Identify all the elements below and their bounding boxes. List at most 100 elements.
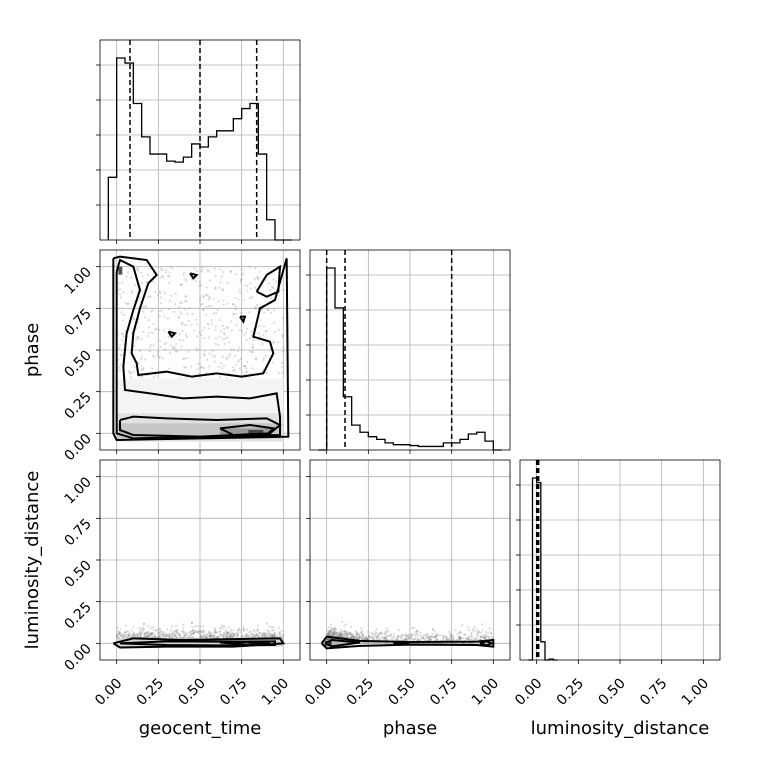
sample-point	[364, 641, 368, 644]
sample-point	[255, 275, 258, 279]
sample-point	[146, 635, 149, 638]
sample-point	[365, 637, 368, 640]
contour-line	[112, 637, 286, 649]
sample-point	[245, 338, 248, 342]
sample-point	[272, 278, 275, 281]
contour-line	[112, 255, 290, 442]
sample-point	[268, 635, 271, 639]
sample-point	[332, 629, 335, 633]
sample-point	[346, 632, 349, 635]
sample-point	[199, 633, 202, 636]
sample-point	[405, 634, 408, 637]
sample-point	[201, 295, 204, 298]
sample-point	[360, 629, 364, 633]
sample-point	[445, 637, 448, 640]
sample-point	[200, 333, 203, 337]
sample-point	[180, 312, 184, 315]
sample-point	[410, 633, 413, 636]
sample-point	[481, 623, 484, 626]
sample-point	[230, 635, 233, 639]
sample-point	[175, 636, 178, 639]
sample-point	[457, 635, 461, 639]
sample-point	[223, 342, 226, 345]
sample-point	[180, 322, 183, 325]
sample-point	[325, 632, 328, 635]
sample-point	[205, 636, 208, 639]
sample-point	[177, 634, 181, 637]
sample-point	[377, 633, 380, 636]
sample-point	[165, 635, 168, 638]
sample-point	[452, 635, 455, 638]
sample-point	[328, 630, 331, 633]
sample-point	[181, 321, 184, 325]
sample-point	[226, 282, 229, 285]
sample-point	[341, 635, 344, 639]
sample-point	[199, 284, 202, 287]
sample-point	[211, 354, 214, 357]
sample-point	[411, 633, 414, 636]
sample-point	[131, 634, 134, 637]
sample-point	[227, 632, 230, 635]
sample-point	[118, 287, 121, 291]
sample-point	[375, 628, 378, 631]
sample-point	[332, 632, 336, 635]
x-axis-label-geocent_time: geocent_time	[139, 718, 262, 739]
sample-point	[196, 323, 199, 326]
sample-point	[228, 632, 232, 635]
sample-point	[251, 346, 254, 349]
sample-point	[200, 365, 204, 369]
sample-point	[236, 632, 240, 635]
sample-point	[356, 636, 359, 640]
sample-point	[460, 624, 464, 627]
sample-point	[232, 348, 236, 351]
sample-point	[228, 355, 231, 358]
sample-point	[356, 633, 359, 636]
sample-point	[242, 365, 245, 368]
sample-point	[265, 371, 269, 375]
sample-point	[152, 322, 155, 326]
sample-point	[208, 296, 211, 300]
sample-point	[174, 292, 177, 295]
sample-point	[185, 633, 188, 636]
sample-point	[328, 629, 331, 632]
sample-point	[246, 635, 249, 638]
sample-point	[161, 630, 164, 633]
sample-point	[271, 634, 274, 637]
sample-point	[387, 634, 390, 637]
sample-point	[255, 633, 258, 636]
sample-point	[272, 635, 276, 638]
sample-point	[416, 638, 419, 641]
sample-point	[118, 631, 121, 635]
sample-point	[262, 635, 266, 638]
sample-point	[208, 633, 211, 637]
sample-point	[229, 269, 232, 273]
sample-point	[146, 633, 150, 637]
sample-point	[255, 357, 258, 360]
sample-point	[158, 636, 161, 639]
sample-point	[238, 367, 241, 370]
sample-point	[125, 630, 128, 634]
sample-point	[384, 631, 387, 634]
sample-point	[184, 295, 188, 298]
sample-point	[388, 634, 391, 638]
histogram-panel-geocent_time	[96, 39, 301, 244]
sample-point	[363, 641, 366, 645]
sample-point	[247, 634, 250, 637]
y-tick-label-phase: 0.00	[61, 431, 94, 464]
sample-point	[141, 275, 144, 278]
sample-point	[480, 638, 483, 641]
sample-point	[258, 335, 262, 338]
sample-point	[215, 636, 218, 639]
sample-point	[330, 623, 333, 626]
sample-point	[345, 636, 348, 639]
sample-point	[267, 630, 270, 633]
sample-point	[449, 634, 452, 637]
density-level	[248, 430, 264, 435]
sample-point	[329, 631, 332, 635]
sample-point	[272, 308, 276, 311]
sample-point	[253, 634, 256, 638]
sample-point	[207, 336, 211, 339]
sample-point	[340, 635, 344, 638]
sample-point	[178, 376, 182, 379]
y-tick-label-phase: 0.50	[61, 348, 94, 381]
